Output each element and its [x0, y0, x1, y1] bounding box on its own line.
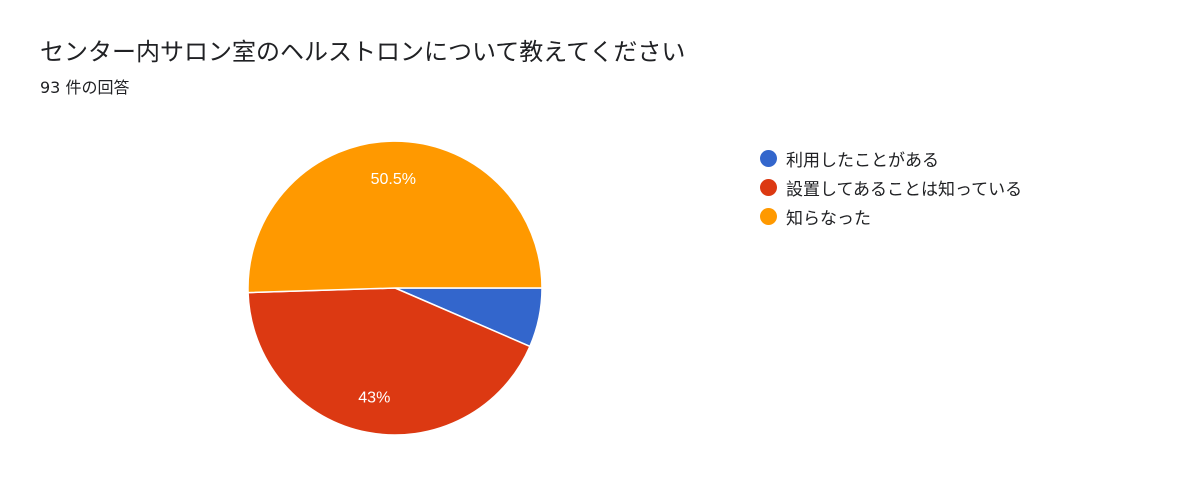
legend-label: 知らなった: [786, 209, 871, 229]
legend-label: 設置してあることは知っている: [786, 180, 1023, 200]
chart-legend: 利用したことがある 設置してあることは知っている 知らなった: [760, 144, 1022, 231]
legend-label: 利用したことがある: [786, 151, 939, 171]
legend-item[interactable]: 知らなった: [760, 202, 1022, 231]
legend-swatch-icon: [760, 208, 777, 225]
legend-item[interactable]: 設置してあることは知っている: [760, 173, 1022, 202]
legend-swatch-icon: [760, 179, 777, 196]
pie-slice[interactable]: [247, 140, 543, 294]
pie-slice[interactable]: [247, 287, 531, 436]
legend-swatch-icon: [760, 150, 777, 167]
slice-data-label: 50.5%: [371, 171, 416, 188]
chart-title: センター内サロン室のヘルストロンについて教えてください: [40, 38, 686, 66]
response-count: 93 件の回答: [40, 78, 130, 97]
slice-data-label: 43%: [358, 389, 390, 406]
legend-item[interactable]: 利用したことがある: [760, 144, 1022, 173]
